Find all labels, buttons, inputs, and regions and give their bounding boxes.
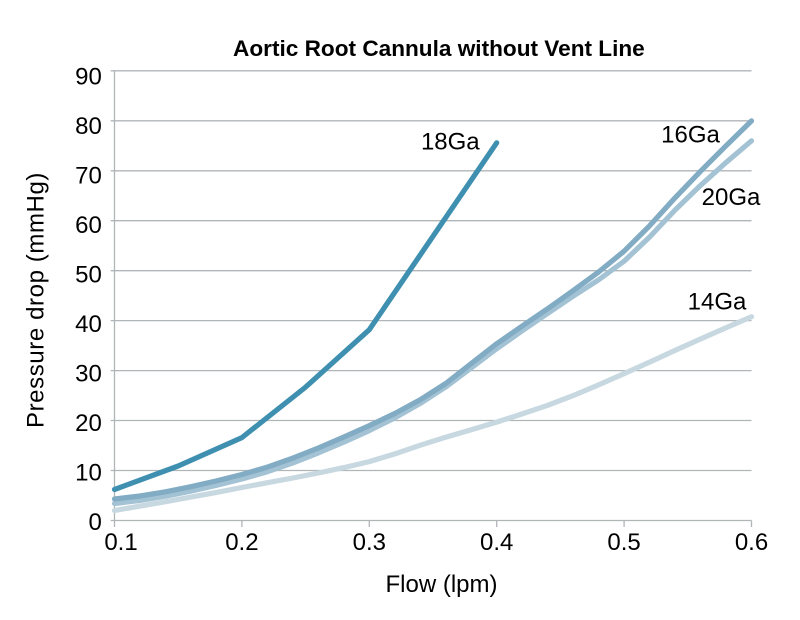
svg-text:Flow (lpm): Flow (lpm) — [386, 571, 498, 598]
svg-text:20Ga: 20Ga — [702, 184, 761, 211]
svg-text:20: 20 — [75, 410, 102, 437]
svg-text:14Ga: 14Ga — [688, 289, 747, 316]
svg-text:0: 0 — [88, 509, 101, 536]
svg-text:Aortic Root Cannula without Ve: Aortic Root Cannula without Vent Line — [233, 36, 645, 61]
svg-text:0.3: 0.3 — [353, 529, 386, 556]
svg-text:30: 30 — [75, 360, 102, 387]
svg-text:90: 90 — [75, 64, 102, 91]
svg-text:18Ga: 18Ga — [421, 128, 480, 155]
svg-text:70: 70 — [75, 163, 102, 190]
svg-text:0.5: 0.5 — [607, 529, 640, 556]
svg-text:Pressure drop (mmHg): Pressure drop (mmHg) — [22, 172, 49, 428]
svg-text:0.4: 0.4 — [480, 529, 513, 556]
svg-text:50: 50 — [75, 262, 102, 289]
svg-text:80: 80 — [75, 113, 102, 140]
svg-text:0.1: 0.1 — [104, 529, 137, 556]
svg-text:60: 60 — [75, 212, 102, 239]
svg-text:40: 40 — [75, 311, 102, 338]
svg-text:16Ga: 16Ga — [661, 122, 720, 149]
svg-text:0.6: 0.6 — [735, 529, 768, 556]
svg-text:0.2: 0.2 — [225, 529, 258, 556]
svg-text:10: 10 — [75, 459, 102, 486]
